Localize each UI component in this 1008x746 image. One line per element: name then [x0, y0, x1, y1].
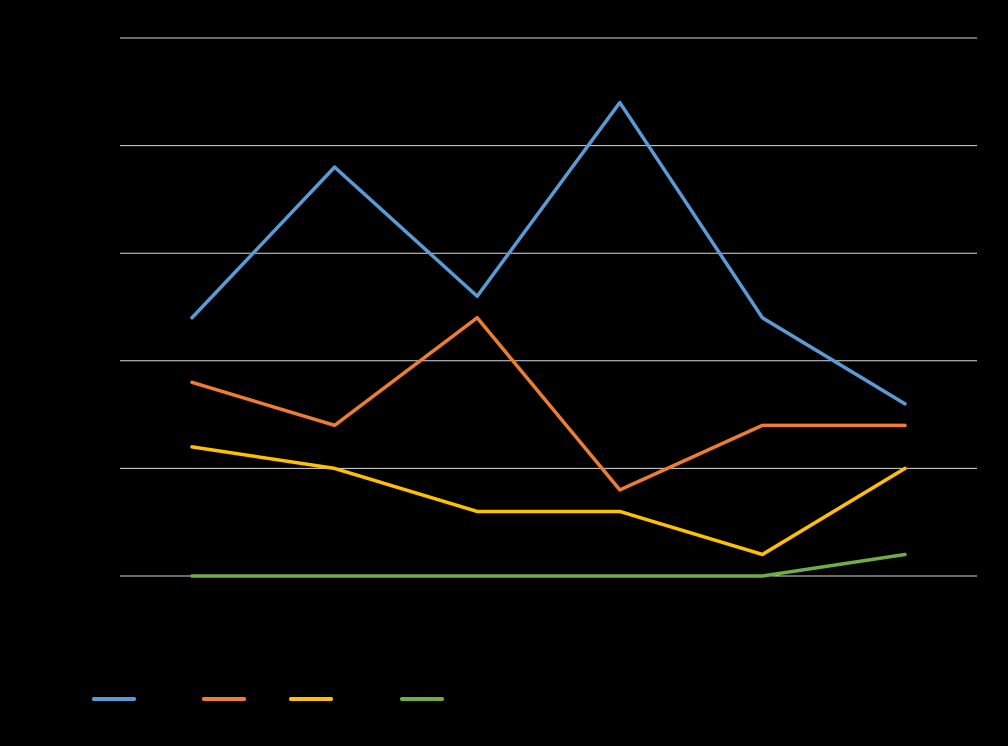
- series-line-2: [190, 316, 907, 492]
- series-line-4: [190, 552, 907, 578]
- series-lines: [190, 100, 907, 578]
- series-line-1: [190, 100, 907, 406]
- series-line-3: [190, 445, 907, 557]
